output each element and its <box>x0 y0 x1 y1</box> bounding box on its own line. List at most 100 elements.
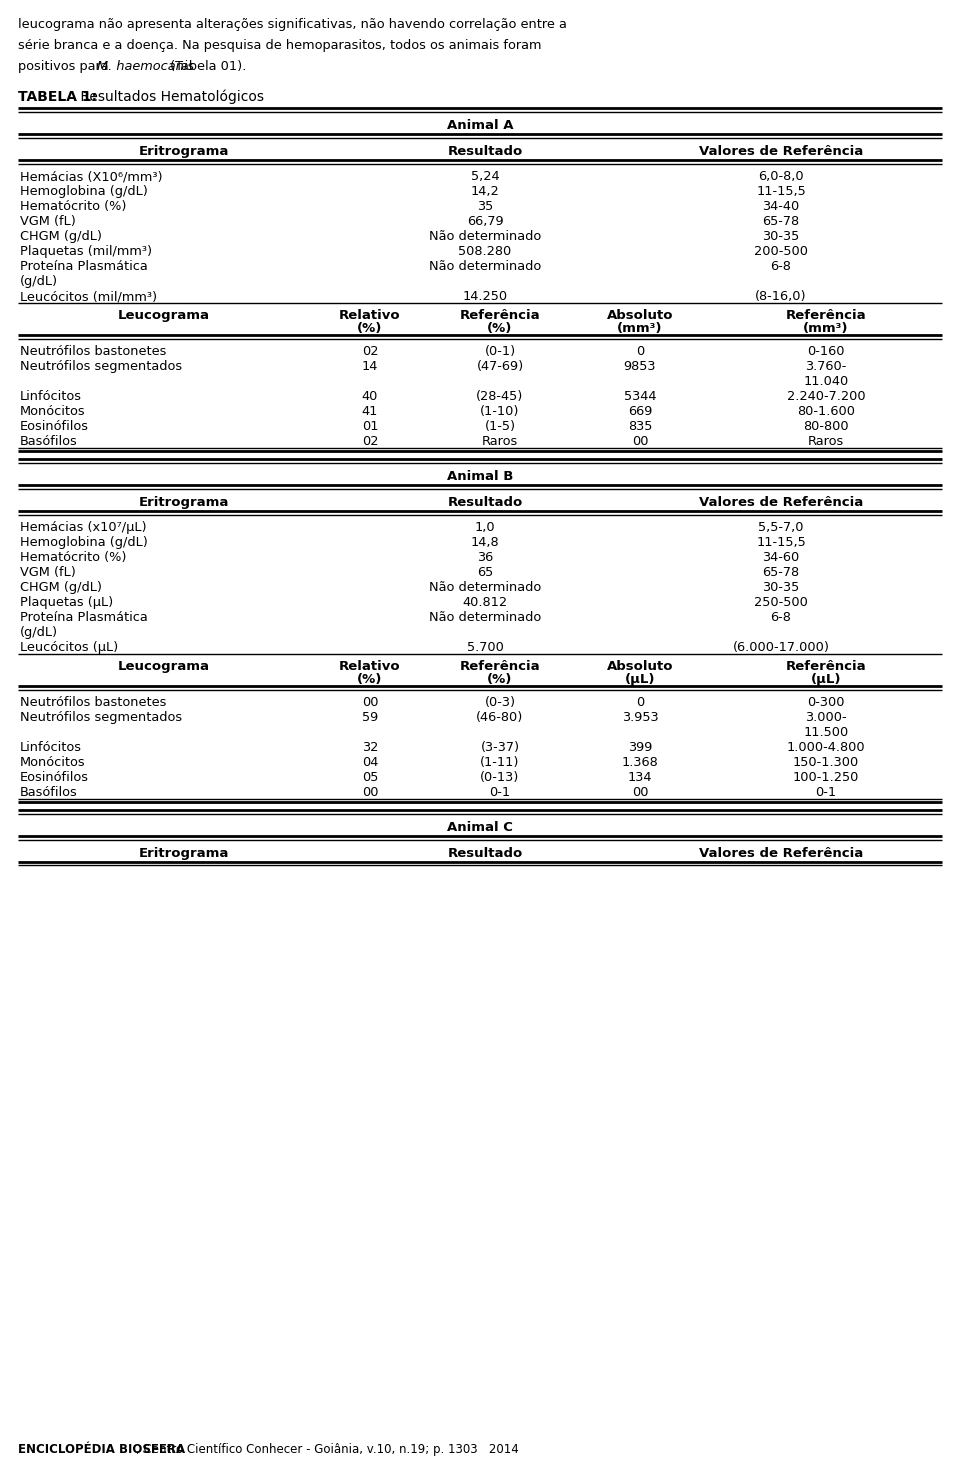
Text: 34-40: 34-40 <box>762 200 800 213</box>
Text: Relativo: Relativo <box>339 660 401 673</box>
Text: 5,24: 5,24 <box>470 169 499 182</box>
Text: 0-300: 0-300 <box>807 696 845 710</box>
Text: Proteína Plasmática: Proteína Plasmática <box>20 610 148 623</box>
Text: 0-1: 0-1 <box>490 785 511 799</box>
Text: 30-35: 30-35 <box>762 231 800 242</box>
Text: 00: 00 <box>362 696 378 710</box>
Text: (mm³): (mm³) <box>804 323 849 334</box>
Text: 5344: 5344 <box>624 390 657 403</box>
Text: Absoluto: Absoluto <box>607 310 673 323</box>
Text: 14: 14 <box>362 361 378 372</box>
Text: Proteína Plasmática: Proteína Plasmática <box>20 260 148 273</box>
Text: (47-69): (47-69) <box>476 361 523 372</box>
Text: série branca e a doença. Na pesquisa de hemoparasitos, todos os animais foram: série branca e a doença. Na pesquisa de … <box>18 39 541 53</box>
Text: (g/dL): (g/dL) <box>20 274 59 288</box>
Text: Eosinófilos: Eosinófilos <box>20 420 89 434</box>
Text: (μL): (μL) <box>811 673 841 686</box>
Text: Eritrograma: Eritrograma <box>139 847 229 860</box>
Text: 40: 40 <box>362 390 378 403</box>
Text: VGM (fL): VGM (fL) <box>20 215 76 228</box>
Text: 11-15,5: 11-15,5 <box>756 185 805 199</box>
Text: 250-500: 250-500 <box>754 596 808 609</box>
Text: 14,8: 14,8 <box>470 536 499 549</box>
Text: (g/dL): (g/dL) <box>20 626 59 639</box>
Text: Hemácias (x10⁷/μL): Hemácias (x10⁷/μL) <box>20 521 147 534</box>
Text: 3.953: 3.953 <box>622 711 659 724</box>
Text: 41: 41 <box>362 404 378 418</box>
Text: Não determinado: Não determinado <box>429 231 541 242</box>
Text: M. haemocanis: M. haemocanis <box>97 60 194 73</box>
Text: (46-80): (46-80) <box>476 711 524 724</box>
Text: Valores de Referência: Valores de Referência <box>699 847 863 860</box>
Text: 6-8: 6-8 <box>771 610 791 623</box>
Text: 508.280: 508.280 <box>458 245 512 258</box>
Text: Leucograma: Leucograma <box>118 310 210 323</box>
Text: Referência: Referência <box>785 310 866 323</box>
Text: 14.250: 14.250 <box>463 291 508 304</box>
Text: Neutrófilos segmentados: Neutrófilos segmentados <box>20 361 182 372</box>
Text: CHGM (g/dL): CHGM (g/dL) <box>20 231 102 242</box>
Text: Relativo: Relativo <box>339 310 401 323</box>
Text: 66,79: 66,79 <box>467 215 503 228</box>
Text: Neutrófilos bastonetes: Neutrófilos bastonetes <box>20 345 166 358</box>
Text: , Centro Científico Conhecer - Goiânia, v.10, n.19; p. 1303   2014: , Centro Científico Conhecer - Goiânia, … <box>135 1442 518 1456</box>
Text: Monócitos: Monócitos <box>20 756 85 769</box>
Text: (8-16,0): (8-16,0) <box>756 291 806 304</box>
Text: 11-15,5: 11-15,5 <box>756 536 805 549</box>
Text: Eosinófilos: Eosinófilos <box>20 771 89 784</box>
Text: (6.000-17.000): (6.000-17.000) <box>732 641 829 654</box>
Text: TABELA 1:: TABELA 1: <box>18 91 97 104</box>
Text: Hemoglobina (g/dL): Hemoglobina (g/dL) <box>20 185 148 199</box>
Text: 6-8: 6-8 <box>771 260 791 273</box>
Text: positivos para: positivos para <box>18 60 112 73</box>
Text: Não determinado: Não determinado <box>429 260 541 273</box>
Text: 134: 134 <box>628 771 652 784</box>
Text: 2.240-7.200: 2.240-7.200 <box>786 390 865 403</box>
Text: 0: 0 <box>636 345 644 358</box>
Text: Absoluto: Absoluto <box>607 660 673 673</box>
Text: (μL): (μL) <box>625 673 656 686</box>
Text: VGM (fL): VGM (fL) <box>20 566 76 580</box>
Text: 00: 00 <box>362 785 378 799</box>
Text: leucograma não apresenta alterações significativas, não havendo correlação entre: leucograma não apresenta alterações sign… <box>18 18 566 31</box>
Text: Leucócitos (μL): Leucócitos (μL) <box>20 641 118 654</box>
Text: (%): (%) <box>488 673 513 686</box>
Text: 80-1.600: 80-1.600 <box>797 404 855 418</box>
Text: 00: 00 <box>632 435 648 448</box>
Text: (0-3): (0-3) <box>485 696 516 710</box>
Text: Basófilos: Basófilos <box>20 435 78 448</box>
Text: 65: 65 <box>477 566 493 580</box>
Text: 5,5-7,0: 5,5-7,0 <box>758 521 804 534</box>
Text: Referência: Referência <box>460 660 540 673</box>
Text: 30-35: 30-35 <box>762 581 800 594</box>
Text: Referência: Referência <box>460 310 540 323</box>
Text: 34-60: 34-60 <box>762 550 800 564</box>
Text: 1.368: 1.368 <box>622 756 659 769</box>
Text: 1,0: 1,0 <box>474 521 495 534</box>
Text: ENCICLOPÉDIA BIOSFERA: ENCICLOPÉDIA BIOSFERA <box>18 1442 185 1456</box>
Text: 59: 59 <box>362 711 378 724</box>
Text: 14,2: 14,2 <box>470 185 499 199</box>
Text: Animal C: Animal C <box>447 821 513 834</box>
Text: Resultado: Resultado <box>447 847 522 860</box>
Text: (1-5): (1-5) <box>485 420 516 434</box>
Text: (0-1): (0-1) <box>485 345 516 358</box>
Text: Não determinado: Não determinado <box>429 610 541 623</box>
Text: Plaquetas (μL): Plaquetas (μL) <box>20 596 113 609</box>
Text: 9853: 9853 <box>624 361 657 372</box>
Text: Plaquetas (mil/mm³): Plaquetas (mil/mm³) <box>20 245 152 258</box>
Text: Referência: Referência <box>785 660 866 673</box>
Text: 1.000-4.800: 1.000-4.800 <box>786 742 865 753</box>
Text: Resultados Hematológicos: Resultados Hematológicos <box>77 91 265 105</box>
Text: 36: 36 <box>477 550 493 564</box>
Text: 02: 02 <box>362 345 378 358</box>
Text: Hematócrito (%): Hematócrito (%) <box>20 200 127 213</box>
Text: 200-500: 200-500 <box>754 245 808 258</box>
Text: 11.040: 11.040 <box>804 375 849 388</box>
Text: 11.500: 11.500 <box>804 726 849 739</box>
Text: Hemoglobina (g/dL): Hemoglobina (g/dL) <box>20 536 148 549</box>
Text: (Tabela 01).: (Tabela 01). <box>166 60 246 73</box>
Text: 835: 835 <box>628 420 652 434</box>
Text: Eritrograma: Eritrograma <box>139 145 229 158</box>
Text: Valores de Referência: Valores de Referência <box>699 496 863 510</box>
